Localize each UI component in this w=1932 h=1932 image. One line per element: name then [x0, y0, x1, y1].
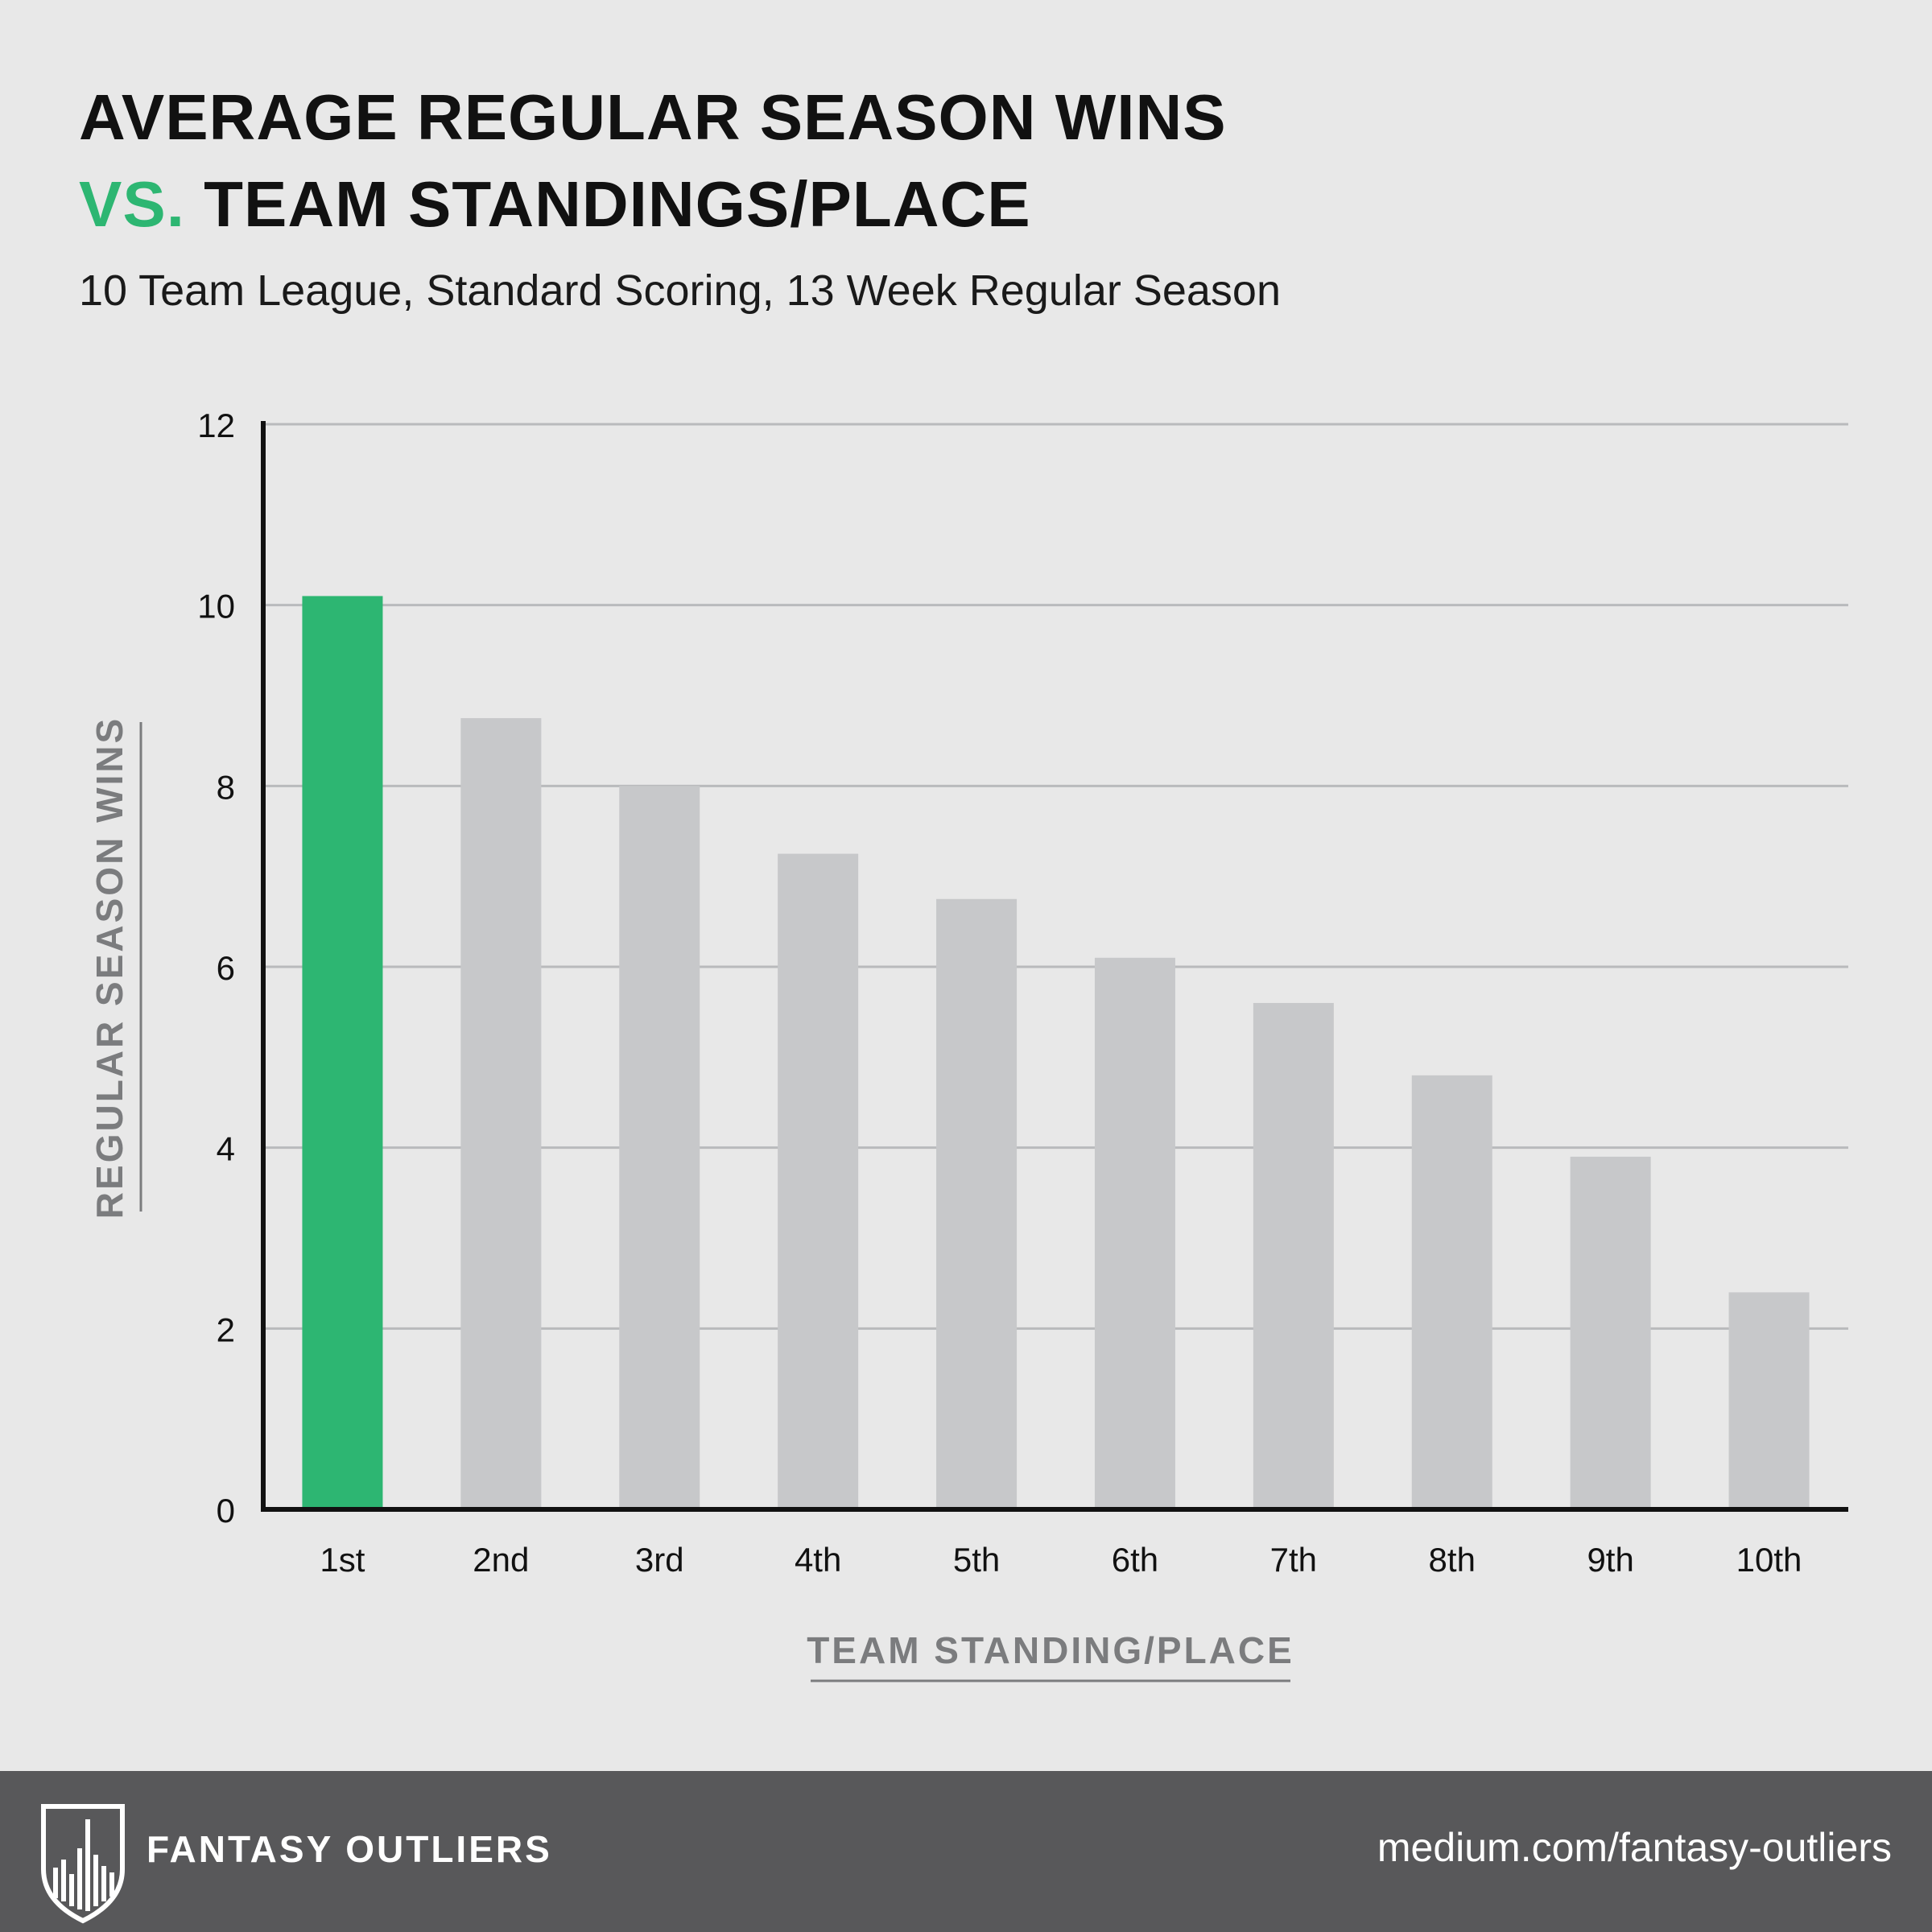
- x-tick-label: 9th: [1587, 1541, 1633, 1579]
- bar: [1253, 1002, 1334, 1509]
- bar: [1094, 957, 1175, 1509]
- bar-chart: 0 2 4 6 8 10 12 1st 2nd 3rd 4th 5th 6th 7th 8th 9th 10th…: [89, 407, 1848, 1682]
- title-line-2: VS. TEAM STANDINGS/PLACE: [79, 161, 1227, 248]
- x-tick-label: 2nd: [473, 1541, 529, 1579]
- chart-subtitle: 10 Team League, Standard Scoring, 13 Wee…: [79, 266, 1281, 315]
- bar: [936, 898, 1018, 1509]
- bar: [1570, 1156, 1651, 1509]
- y-tick-label: 12: [197, 407, 235, 444]
- bar: [1411, 1075, 1492, 1509]
- x-tick-label: 10th: [1736, 1541, 1802, 1579]
- bar: [1728, 1292, 1810, 1509]
- footer-url[interactable]: medium.com/fantasy-outliers: [1377, 1825, 1892, 1870]
- x-tick-label: 1st: [320, 1541, 365, 1579]
- y-tick-label: 10: [197, 588, 235, 625]
- bar: [778, 853, 859, 1509]
- title-line-1: AVERAGE REGULAR SEASON WINS: [79, 81, 1227, 153]
- y-axis-title: REGULAR SEASON WINS: [89, 716, 130, 1219]
- title-line-2-text: TEAM STANDINGS/PLACE: [184, 168, 1031, 240]
- x-tick-label: 3rd: [635, 1541, 684, 1579]
- chart-title: AVERAGE REGULAR SEASON WINS VS. TEAM STA…: [79, 74, 1227, 248]
- x-tick-label: 6th: [1112, 1541, 1158, 1579]
- y-tick-label: 2: [217, 1311, 235, 1348]
- x-tick-label: 4th: [795, 1541, 841, 1579]
- x-tick-label: 5th: [953, 1541, 1000, 1579]
- bar: [460, 718, 542, 1509]
- y-tick-label: 4: [217, 1130, 235, 1168]
- y-tick-label: 0: [217, 1492, 235, 1530]
- title-vs: VS.: [79, 168, 185, 240]
- y-tick-label: 8: [217, 768, 235, 806]
- x-axis-title: TEAM STANDING/PLACE: [807, 1629, 1294, 1671]
- shield-skyline-icon: [41, 1804, 125, 1924]
- y-tick-label: 6: [217, 949, 235, 987]
- x-tick-label: 8th: [1429, 1541, 1476, 1579]
- brand-name: FANTASY OUTLIERS: [147, 1828, 552, 1870]
- bar: [619, 786, 700, 1509]
- x-tick-label: 7th: [1270, 1541, 1317, 1579]
- footer-bar: FANTASY OUTLIERS medium.com/fantasy-outl…: [0, 1771, 1932, 1932]
- bar: [302, 596, 383, 1509]
